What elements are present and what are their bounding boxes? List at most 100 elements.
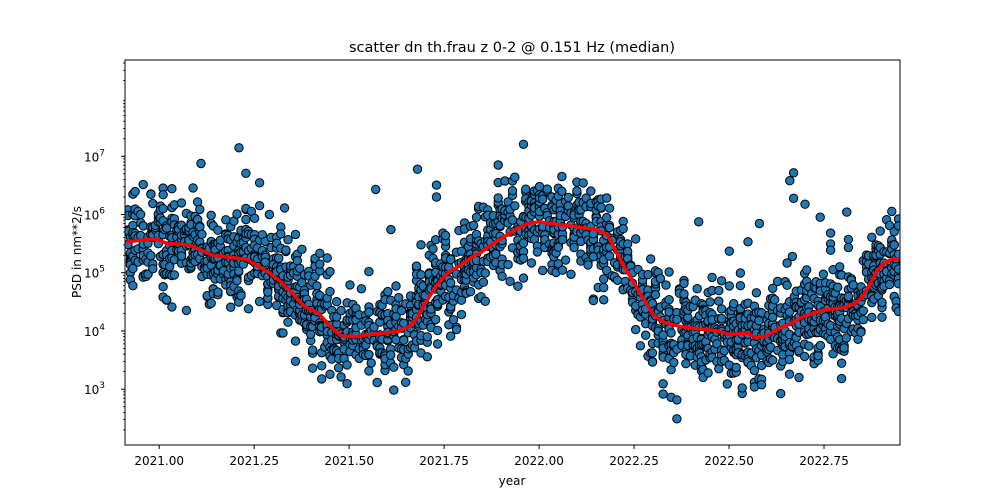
data-point <box>833 282 843 292</box>
data-point <box>213 225 223 235</box>
data-point <box>234 266 244 276</box>
data-point <box>534 181 545 192</box>
data-point <box>848 280 858 290</box>
data-point <box>815 340 826 351</box>
data-point <box>167 302 177 312</box>
data-point <box>566 269 576 279</box>
data-point <box>279 203 290 213</box>
data-point <box>768 355 778 365</box>
data-point <box>768 312 778 322</box>
data-point <box>236 291 246 301</box>
data-point <box>893 306 900 317</box>
data-point <box>647 357 658 367</box>
data-point <box>641 330 651 340</box>
data-point <box>731 362 741 373</box>
data-point <box>206 210 216 221</box>
data-point <box>465 287 476 297</box>
data-point <box>440 230 451 241</box>
data-point <box>241 214 251 225</box>
data-point <box>138 221 148 231</box>
data-point <box>297 244 307 255</box>
data-point <box>794 372 804 383</box>
data-point <box>332 312 342 322</box>
data-point <box>412 164 423 174</box>
x-tick-label: 2021.75 <box>419 454 469 468</box>
data-point <box>705 297 715 307</box>
data-point <box>712 339 722 349</box>
data-point <box>249 213 260 224</box>
data-point <box>553 242 563 252</box>
data-point <box>197 229 207 239</box>
data-point <box>893 264 900 274</box>
data-point <box>666 328 676 338</box>
data-point <box>802 265 812 275</box>
data-point <box>431 192 442 202</box>
data-point <box>800 199 810 209</box>
data-point <box>336 305 346 316</box>
data-point <box>165 261 175 272</box>
data-point <box>788 193 799 204</box>
data-point <box>315 259 325 269</box>
data-point <box>724 281 734 291</box>
data-point <box>877 312 887 322</box>
data-point <box>391 281 401 291</box>
x-axis-label: year <box>499 474 526 488</box>
data-point <box>877 297 887 308</box>
data-point <box>669 357 679 368</box>
data-point <box>784 354 795 365</box>
data-point <box>843 291 854 302</box>
y-tick-base: 10 <box>84 150 99 164</box>
data-point <box>491 249 501 259</box>
data-point <box>647 348 658 358</box>
data-point <box>875 226 885 236</box>
data-point <box>703 368 713 378</box>
data-point <box>278 328 288 338</box>
data-point <box>136 209 146 220</box>
data-point <box>158 190 168 200</box>
data-point <box>263 287 273 297</box>
data-point <box>776 388 786 399</box>
data-point <box>322 253 332 263</box>
data-point <box>604 222 615 233</box>
data-point <box>553 259 563 269</box>
data-point <box>317 361 327 371</box>
data-point <box>332 297 342 307</box>
data-point <box>604 251 615 261</box>
data-point <box>618 224 628 234</box>
y-tick-label: 106 <box>84 206 105 222</box>
data-point <box>333 363 344 373</box>
data-point <box>399 335 409 345</box>
data-point <box>729 299 739 309</box>
data-point <box>295 263 305 273</box>
data-point <box>478 277 489 287</box>
data-point <box>804 341 814 351</box>
data-point <box>884 220 895 231</box>
data-point <box>735 281 746 291</box>
data-point <box>422 332 432 342</box>
data-point <box>507 186 518 196</box>
y-tick-label: 103 <box>84 381 105 397</box>
data-point <box>646 254 656 264</box>
data-point <box>813 351 823 361</box>
data-point <box>283 317 293 327</box>
data-point <box>283 235 293 245</box>
data-point <box>146 189 156 200</box>
data-point <box>839 343 849 353</box>
y-tick-base: 10 <box>84 267 99 281</box>
x-axis: 2021.00 2021.25 2021.50 2021.75 2022.00 2022.… <box>134 445 849 468</box>
data-point <box>858 315 868 325</box>
data-point <box>722 379 732 389</box>
data-point <box>679 289 689 299</box>
data-point <box>411 261 422 271</box>
data-point <box>181 305 192 316</box>
data-point <box>650 290 661 300</box>
data-point <box>432 325 443 336</box>
data-point <box>782 258 792 268</box>
data-point <box>526 258 537 268</box>
data-point <box>306 329 316 339</box>
data-point <box>538 265 548 276</box>
data-point <box>664 295 674 305</box>
data-point <box>391 335 401 345</box>
data-point <box>315 248 325 259</box>
